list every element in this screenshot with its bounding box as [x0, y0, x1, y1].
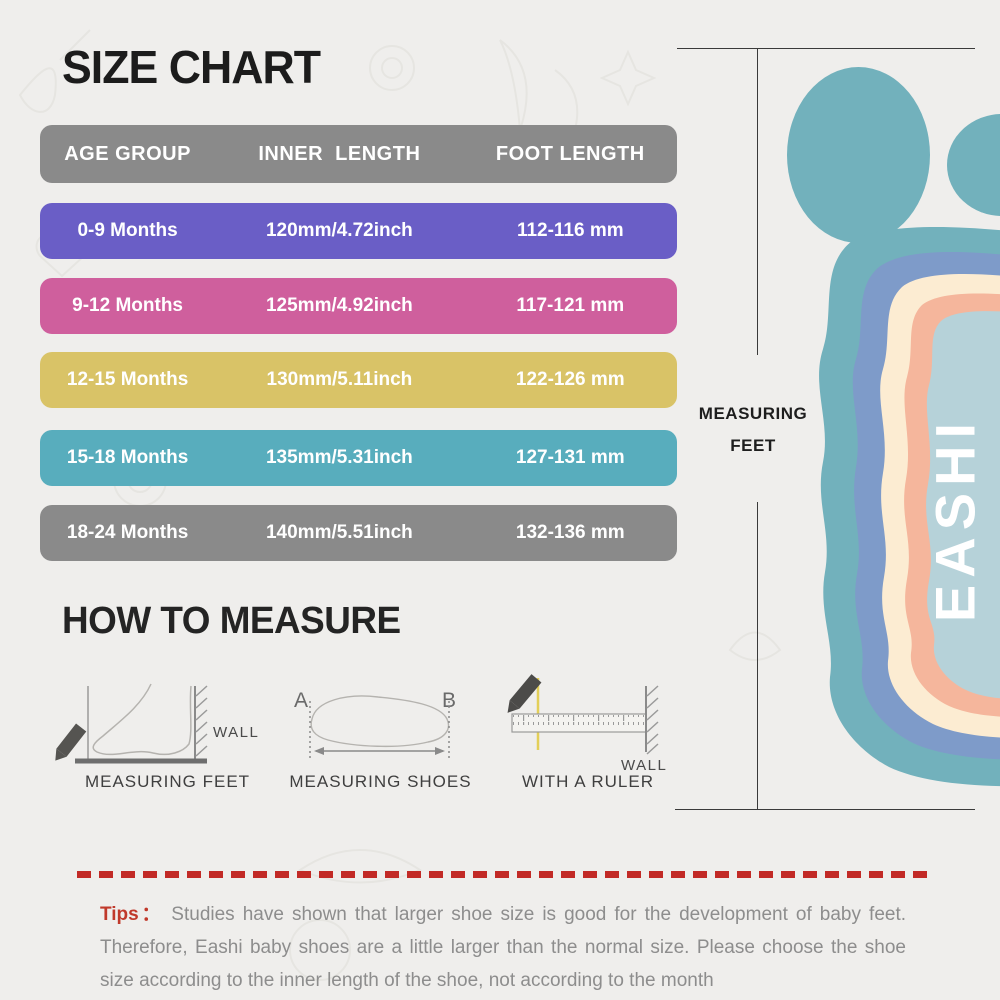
measuring-shoes-diagram: A B [294, 689, 456, 759]
age-cell: 18-24 Months [66, 522, 189, 543]
foot-length-cell: 112-116 mm [516, 220, 624, 241]
foot-length-cell: 122-126 mm [515, 369, 625, 390]
tips-label: Tips： [100, 904, 164, 925]
foot-length-cell: 117-121 mm [516, 295, 625, 316]
age-cell: 12-15 Months [66, 369, 189, 390]
foot-illustration: EASHI [819, 227, 1000, 787]
inner-length-cell: 140mm/5.51inch [265, 522, 413, 543]
shoe-sole-outline [310, 695, 450, 748]
table-row: 18-24 Months 140mm/5.51inch 132-136 mm [40, 505, 677, 561]
with-a-ruler-label: WITH A RULER [522, 772, 654, 791]
tips-line-1: Tips： Studies have shown that larger sho… [100, 904, 907, 925]
panel-bottom-line [675, 809, 975, 810]
pencil-icon [507, 674, 542, 713]
inner-length-cell: 125mm/4.92inch [265, 295, 413, 316]
header-inner-length: INNER LENGTH [258, 142, 421, 165]
tips-block: Tips： Studies have shown that larger sho… [100, 898, 906, 997]
table-header-row: AGE GROUP INNER LENGTH FOOT LENGTH [40, 125, 677, 183]
table-row: 9-12 Months 125mm/4.92inch 117-121 mm [40, 278, 677, 334]
table-row: 12-15 Months 130mm/5.11inch 122-126 mm [40, 352, 677, 408]
age-cell: 15-18 Months [66, 447, 189, 468]
tips-line-2: Therefore, Eashi baby shoes are a little… [100, 937, 906, 958]
table-row: 15-18 Months 135mm/5.31inch 127-131 mm [40, 430, 677, 486]
length-arrow [314, 747, 445, 755]
measuring-shoes-label: MEASURING SHOES [289, 772, 472, 791]
table-row: 0-9 Months 120mm/4.72inch 112-116 mm [40, 203, 677, 259]
age-cell: 0-9 Months [77, 220, 178, 241]
panel-caption-line1: MEASURING [698, 404, 808, 423]
panel-divider-lower [757, 502, 758, 809]
red-dashed-divider [77, 871, 928, 878]
inner-length-cell: 120mm/4.72inch [265, 220, 413, 241]
point-b-text: B [442, 689, 456, 712]
header-age-group: AGE GROUP [64, 142, 191, 165]
pencil-icon [55, 723, 87, 761]
foot-outline [92, 683, 192, 756]
with-a-ruler-diagram: WALL [507, 674, 667, 774]
wall-hatching [646, 685, 659, 755]
point-a-text: A [294, 689, 308, 712]
foot-length-cell: 132-136 mm [515, 522, 625, 543]
wall-label-text: WALL [213, 724, 259, 741]
panel-divider-upper [757, 48, 758, 355]
panel-top-line [677, 48, 975, 49]
measuring-feet-label: MEASURING FEET [84, 772, 251, 791]
measuring-feet-diagram: WALL [55, 683, 259, 764]
brand-text: EASHI [924, 416, 987, 622]
inner-length-cell: 130mm/5.11inch [266, 369, 413, 390]
inner-length-cell: 135mm/5.31inch [265, 447, 413, 468]
age-cell: 9-12 Months [72, 295, 184, 316]
header-foot-length: FOOT LENGTH [495, 142, 645, 165]
page-title: SIZE CHART [62, 41, 321, 93]
foot-big-toe [787, 67, 930, 243]
tips-line-3: size according to the inner length of th… [100, 970, 714, 991]
foot-length-cell: 127-131 mm [515, 447, 625, 468]
panel-caption-line2: FEET [730, 436, 776, 455]
wall-hatching [195, 685, 208, 757]
wall-label-text: WALL [621, 757, 667, 774]
section-title-how-to-measure: HOW TO MEASURE [62, 600, 401, 642]
